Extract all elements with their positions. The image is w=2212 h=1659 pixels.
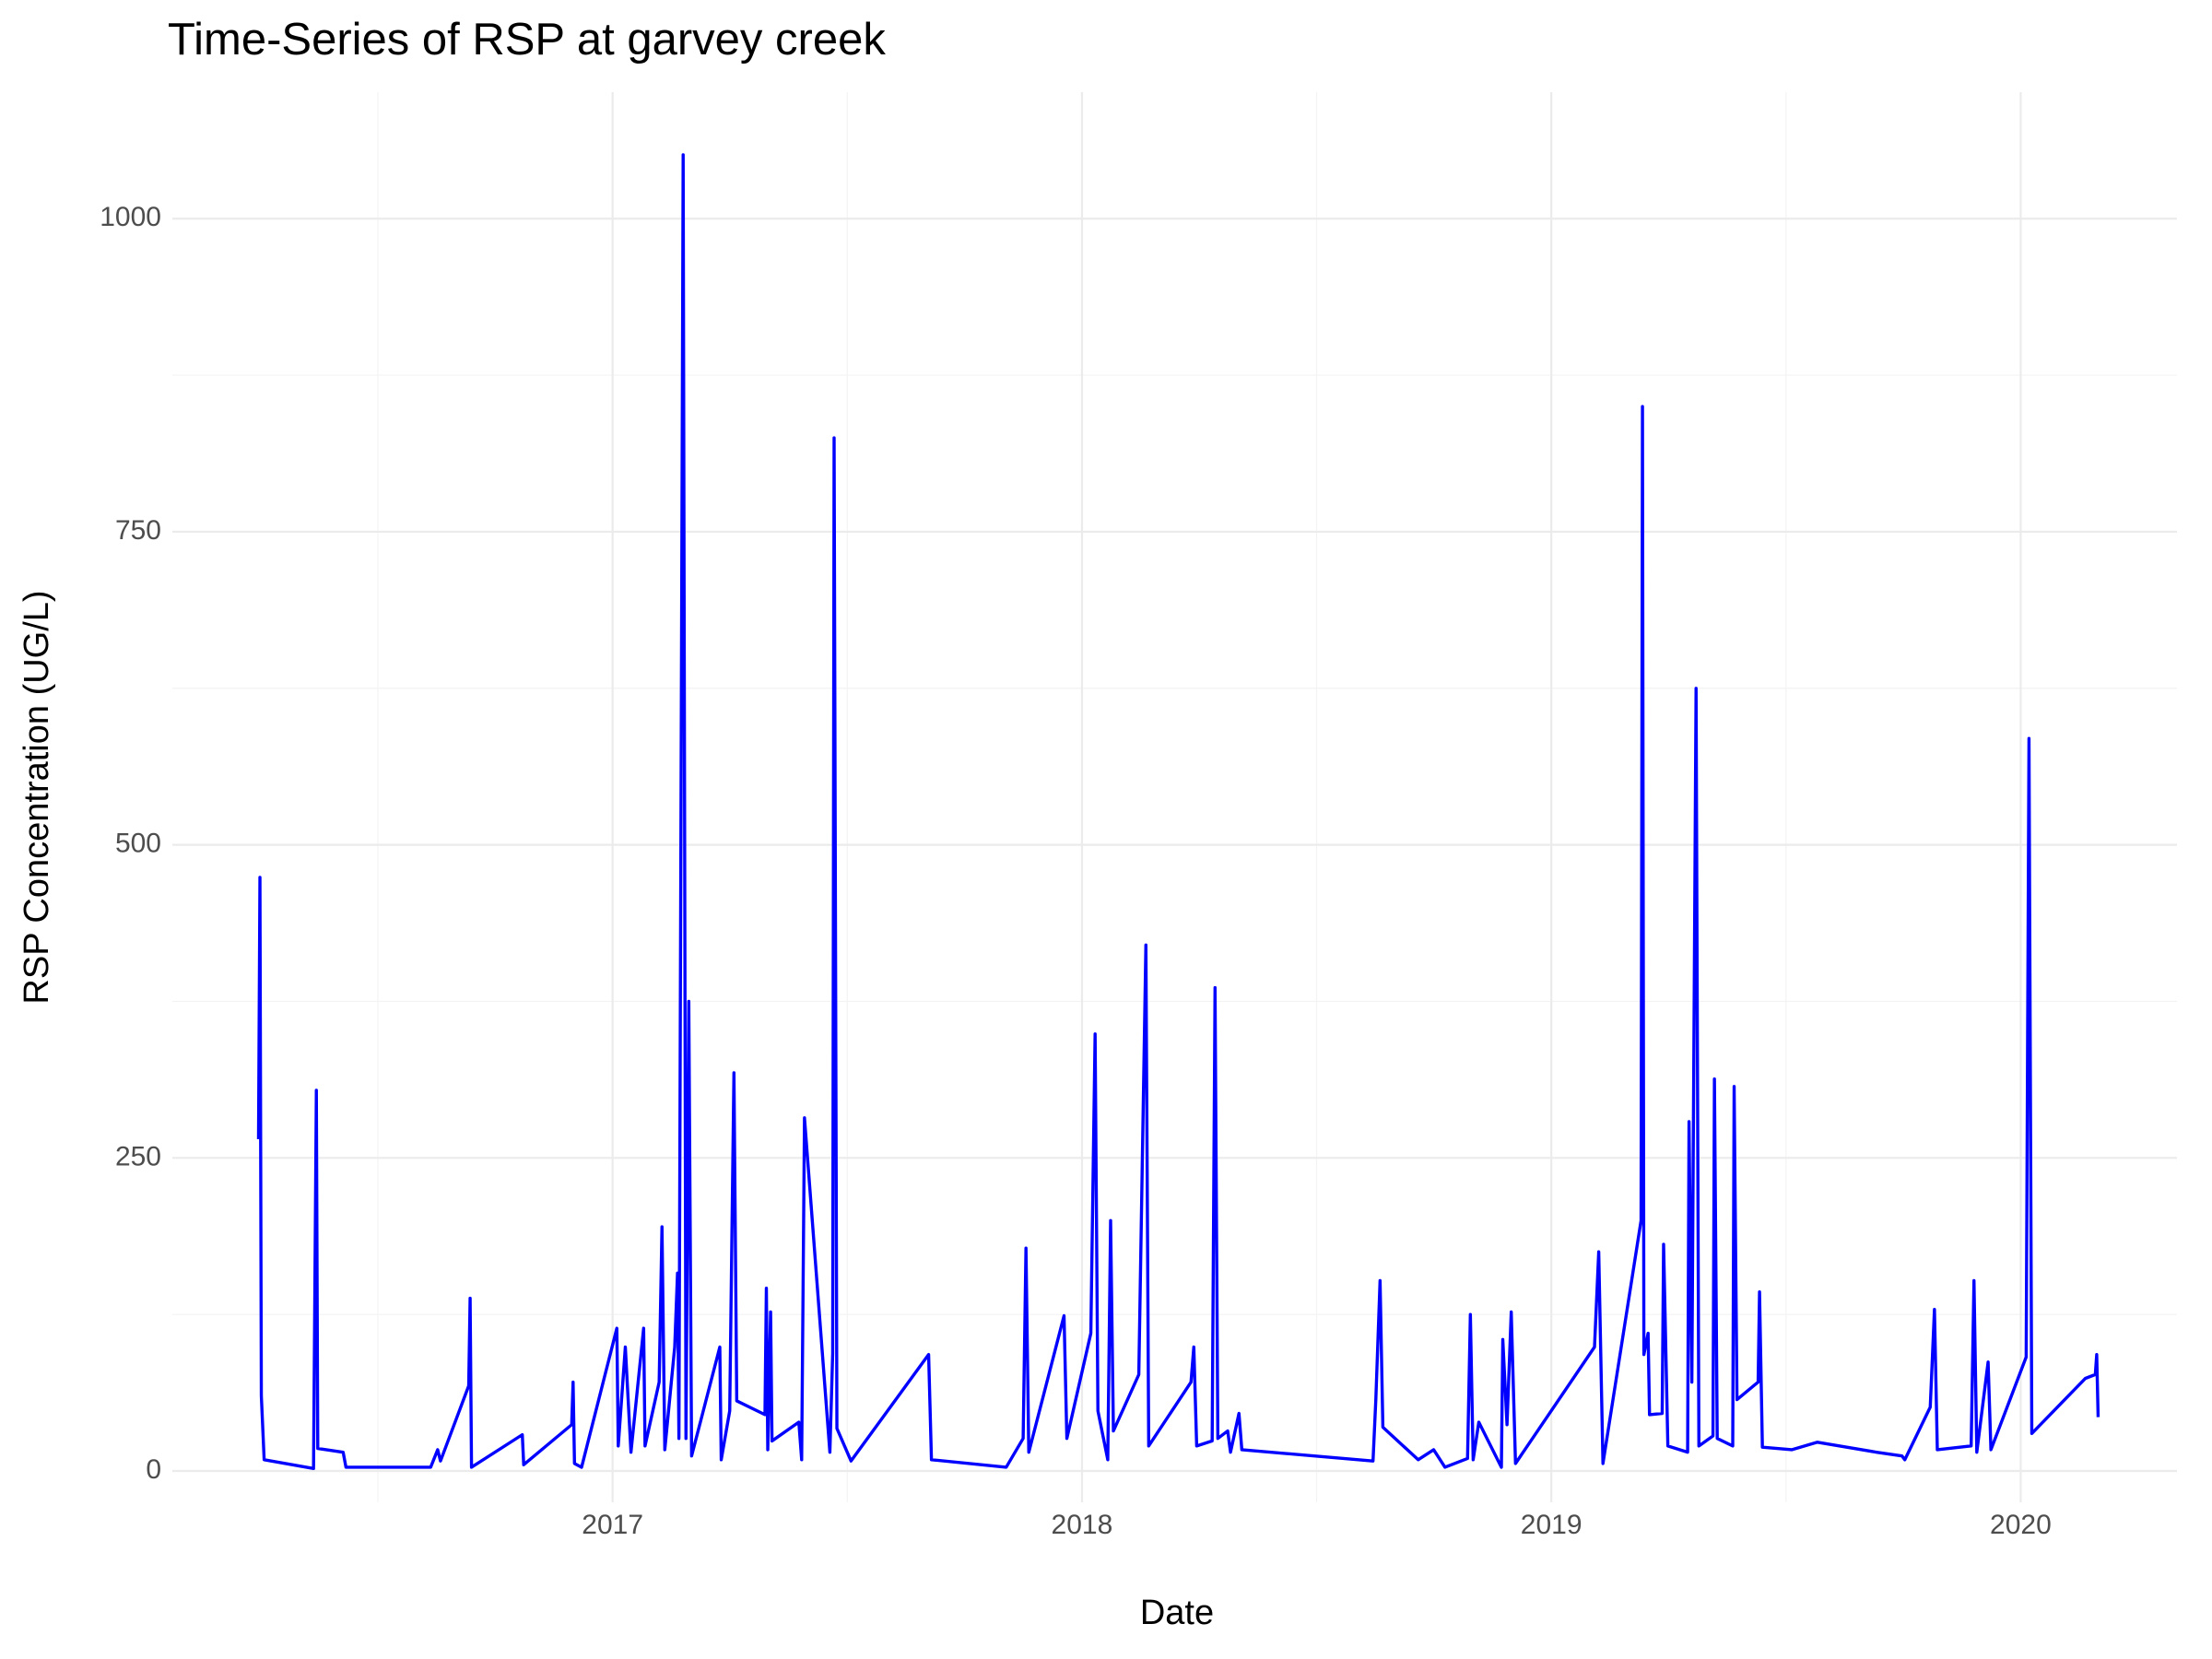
y-tick-label: 250 [115,1141,161,1171]
x-tick-label: 2017 [582,1510,643,1540]
x-tick-label: 2020 [1990,1510,2052,1540]
y-tick-label: 1000 [100,202,161,232]
y-axis-title: RSP Concentration (UG/L) [18,590,56,1004]
x-axis-title: Date [1140,1594,1214,1632]
x-tick-label: 2018 [1052,1510,1113,1540]
y-tick-label: 0 [146,1454,161,1485]
grid [172,92,2177,1502]
data-line [256,153,2100,1471]
x-tick-label: 2019 [1521,1510,1583,1540]
chart-title: Time-Series of RSP at garvey creek [168,15,886,65]
y-tick-label: 500 [115,829,161,859]
y-tick-label: 750 [115,515,161,546]
marks [256,153,2100,1471]
